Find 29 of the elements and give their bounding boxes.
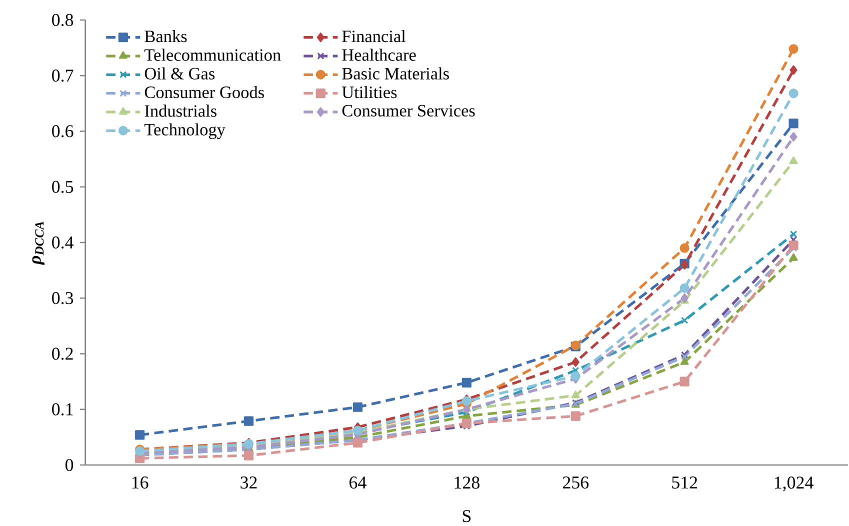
- legend-label: Basic Materials: [342, 67, 449, 80]
- y-tick-label: 0.7: [52, 70, 74, 82]
- legend-label: Banks: [144, 30, 187, 42]
- x-tick-label: 64: [350, 476, 366, 489]
- y-tick-label: 0.2: [52, 348, 73, 360]
- legend-label: Consumer Services: [342, 104, 475, 117]
- y-tick-label: 0.1: [52, 403, 73, 416]
- y-axis-title: ρ$_{DCCA}$: [32, 222, 44, 265]
- y-tick-label: 0.3: [52, 292, 74, 304]
- legend-label: Healthcare: [342, 48, 416, 61]
- legend-label: Utilities: [342, 86, 397, 98]
- y-tick-label: 0: [66, 458, 74, 472]
- x-tick-label: 128: [454, 476, 480, 489]
- legend-label: Telecommunication: [144, 48, 281, 61]
- x-tick-label: 256: [562, 476, 589, 489]
- legend-label: Consumer Goods: [144, 86, 264, 98]
- x-tick-label: 1,024: [774, 476, 814, 492]
- legend-label: Financial: [342, 30, 406, 42]
- y-tick-label: 0.6: [52, 125, 74, 138]
- legend-label: Technology: [144, 123, 226, 140]
- y-tick-label: 0.4: [52, 236, 74, 249]
- y-tick-label: 0.5: [52, 180, 74, 193]
- legend-label: Oil & Gas: [144, 67, 215, 80]
- x-tick-label: 512: [672, 476, 698, 489]
- y-tick-label: 0.8: [52, 14, 74, 26]
- legend-label: Industrials: [144, 104, 216, 117]
- x-tick-label: 32: [240, 476, 257, 489]
- x-tick-label: 16: [132, 476, 148, 489]
- x-axis-title: S: [462, 510, 471, 522]
